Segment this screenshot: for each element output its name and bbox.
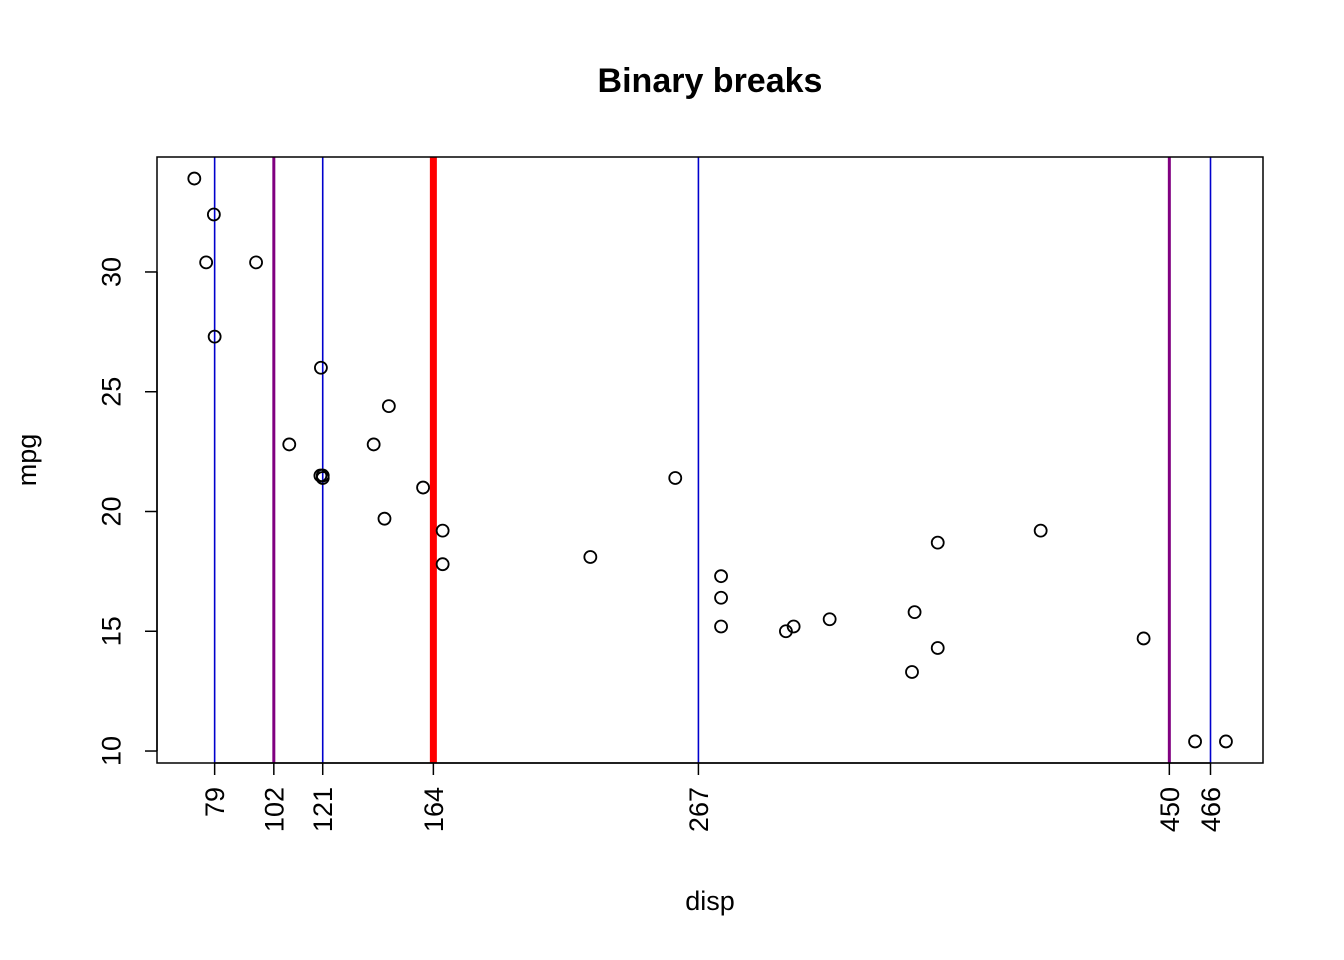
y-tick-label: 15: [96, 616, 126, 646]
data-point: [930, 535, 945, 550]
data-point: [315, 471, 330, 485]
x-axis-label: disp: [685, 886, 735, 916]
data-point: [435, 557, 450, 572]
data-point: [786, 619, 801, 634]
y-axis-label: mpg: [12, 434, 42, 487]
data-point: [668, 471, 683, 485]
x-tick-label: 267: [684, 787, 714, 832]
data-point: [907, 605, 922, 619]
data-point: [822, 612, 837, 627]
data-point: [199, 255, 214, 270]
y-tick-label: 20: [96, 496, 126, 526]
y-tick-label: 25: [96, 377, 126, 407]
data-point: [1033, 523, 1048, 538]
data-point: [366, 437, 381, 452]
y-axis: 10 15 20 25 30: [96, 257, 158, 766]
data-point: [714, 590, 728, 605]
data-point: [1188, 734, 1202, 749]
data-point: [1219, 734, 1233, 749]
x-tick-label: 450: [1155, 787, 1185, 832]
data-point: [206, 207, 221, 222]
data-point: [187, 171, 202, 186]
data-point: [714, 569, 728, 584]
x-tick-label: 79: [200, 787, 230, 817]
chart-title: Binary breaks: [598, 62, 823, 100]
data-point: [905, 665, 919, 679]
x-tick-label: 102: [259, 787, 289, 832]
data-point: [207, 329, 222, 344]
data-point: [435, 523, 450, 538]
x-axis: 79 102 121 164 267 450 466: [200, 762, 1226, 832]
data-point: [930, 641, 945, 655]
data-point: [377, 511, 392, 526]
x-tick-label: 164: [419, 787, 449, 832]
y-tick-label: 10: [96, 736, 126, 766]
data-points: [187, 171, 1233, 749]
data-point: [313, 468, 328, 483]
y-tick-label: 30: [96, 257, 126, 287]
x-tick-label: 466: [1196, 787, 1226, 832]
break-lines: [213, 157, 1212, 763]
x-tick-label: 121: [308, 787, 338, 832]
data-point: [314, 360, 328, 375]
data-point: [583, 550, 598, 564]
data-point: [249, 255, 263, 270]
data-point: [779, 624, 793, 639]
data-point: [714, 619, 728, 634]
data-point: [1136, 631, 1151, 646]
data-point: [282, 437, 297, 452]
data-point: [381, 399, 396, 414]
data-point: [416, 480, 430, 495]
